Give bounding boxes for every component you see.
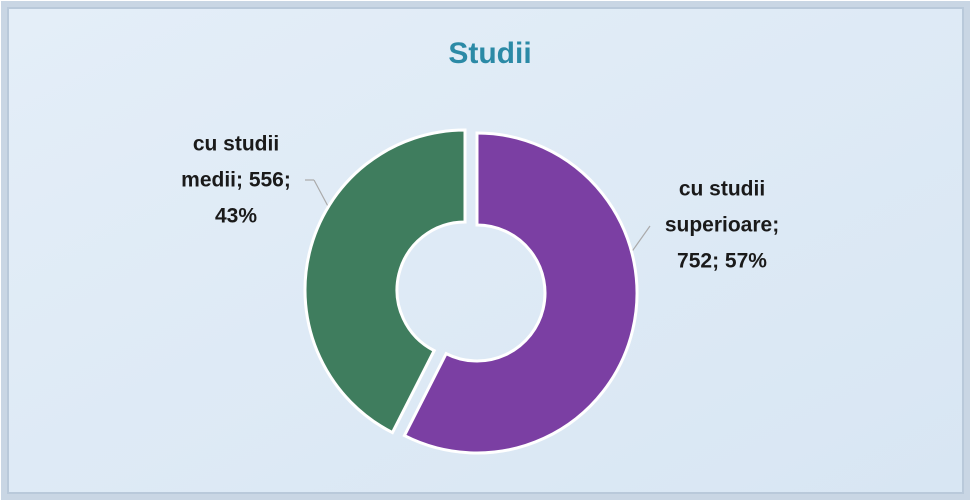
donut-slice <box>402 131 639 455</box>
data-label: cu studii <box>679 178 765 201</box>
data-label: superioare; <box>665 214 779 237</box>
donut-slice <box>303 128 467 435</box>
data-label: medii; 556; <box>181 169 291 192</box>
data-label: 752; 57% <box>677 250 767 273</box>
chart-title: Studii <box>448 37 531 70</box>
data-label: cu studii <box>193 133 279 156</box>
data-label: 43% <box>215 205 257 228</box>
